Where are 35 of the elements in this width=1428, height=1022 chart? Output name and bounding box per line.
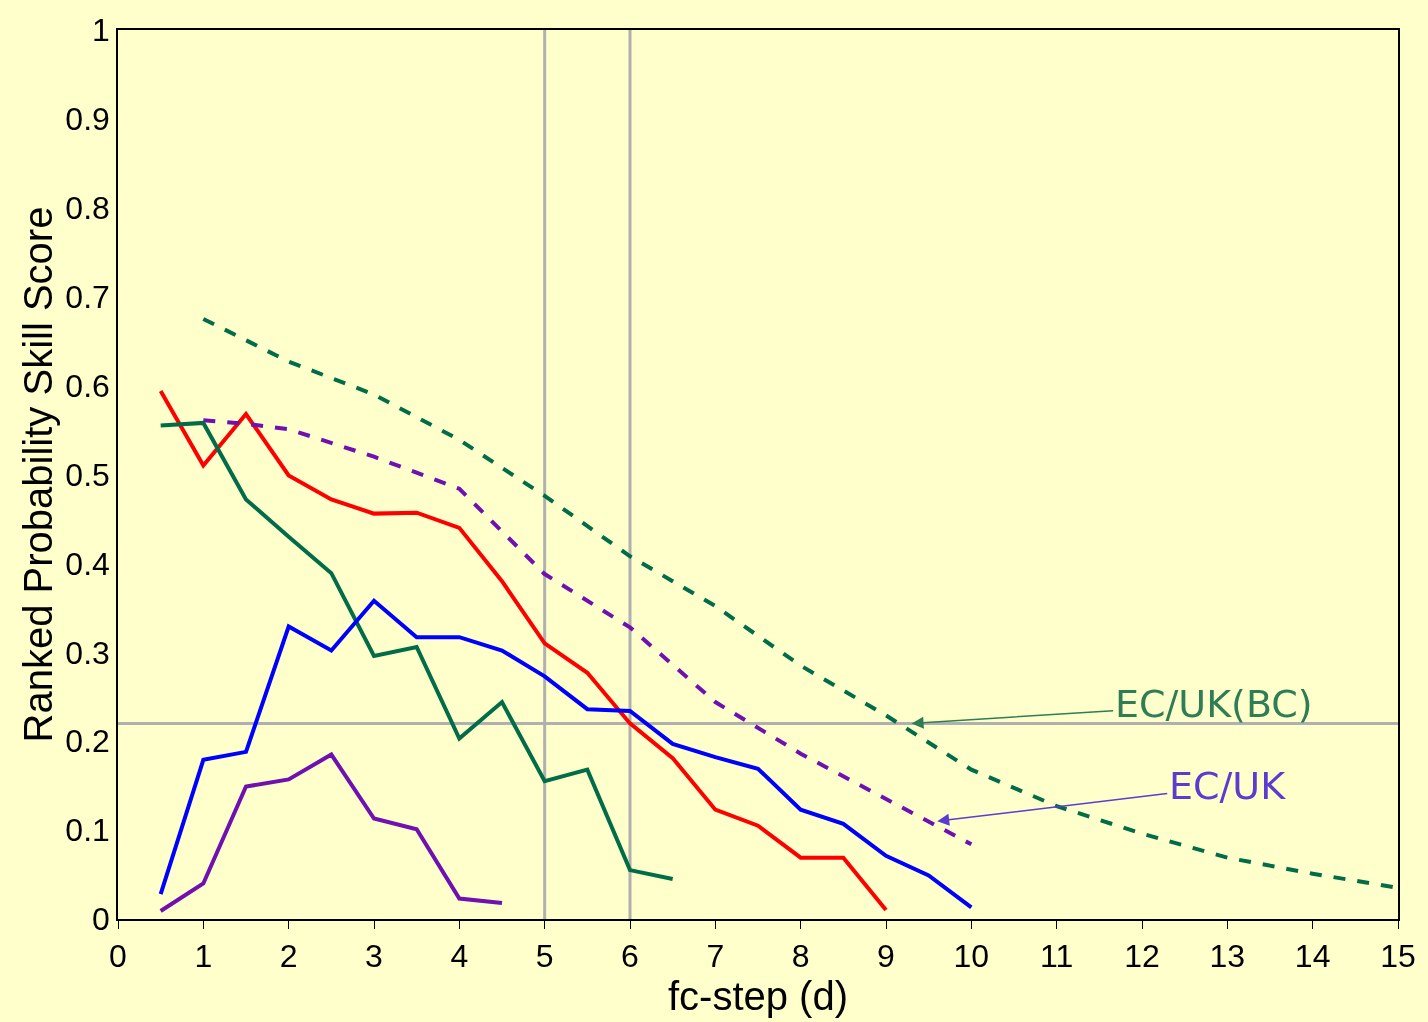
x-tick-label: 5 (535, 938, 554, 975)
y-tick-label: 0.4 (65, 545, 110, 582)
y-tick-label: 0 (92, 901, 110, 938)
y-tick-label: 1 (92, 12, 110, 49)
x-tick-label: 8 (791, 938, 810, 975)
x-tick-label: 11 (1040, 938, 1074, 975)
y-tick-label: 0.7 (65, 278, 110, 315)
x-tick-label: 1 (194, 938, 213, 975)
x-tick-label: 9 (877, 938, 895, 975)
x-tick-label: 3 (365, 938, 383, 975)
x-tick-label: 4 (450, 938, 469, 975)
x-tick-label: 15 (1380, 938, 1416, 975)
line-series (158, 420, 675, 881)
x-tick-label: 2 (279, 938, 298, 975)
line-series (158, 598, 974, 910)
x-tick-label: 12 (1124, 938, 1160, 975)
y-tick-label: 0.1 (65, 812, 110, 849)
x-tick-label: 6 (621, 938, 639, 975)
annotation: EC/UK(BC) (1115, 682, 1313, 726)
line-series (201, 418, 974, 847)
y-tick-label: 0.5 (65, 456, 110, 493)
x-tick-label: 13 (1209, 938, 1246, 975)
x-tick-label: 14 (1294, 938, 1331, 975)
y-tick-label: 0.8 (65, 190, 110, 226)
line-series (158, 388, 888, 913)
annotation: EC/UK (1169, 764, 1287, 808)
line-series (158, 752, 504, 913)
x-axis-title: fc-step (d) (667, 974, 849, 1019)
y-tick-label: 0.2 (65, 723, 110, 760)
x-tick-label: 10 (953, 938, 990, 975)
y-tick-label: 0.6 (65, 367, 110, 404)
y-tick-label: 0.3 (65, 634, 110, 671)
y-tick-label: 0.9 (65, 101, 110, 138)
y-axis-title: Ranked Probability Skill Score (16, 206, 61, 743)
x-tick-label: 7 (706, 938, 725, 975)
